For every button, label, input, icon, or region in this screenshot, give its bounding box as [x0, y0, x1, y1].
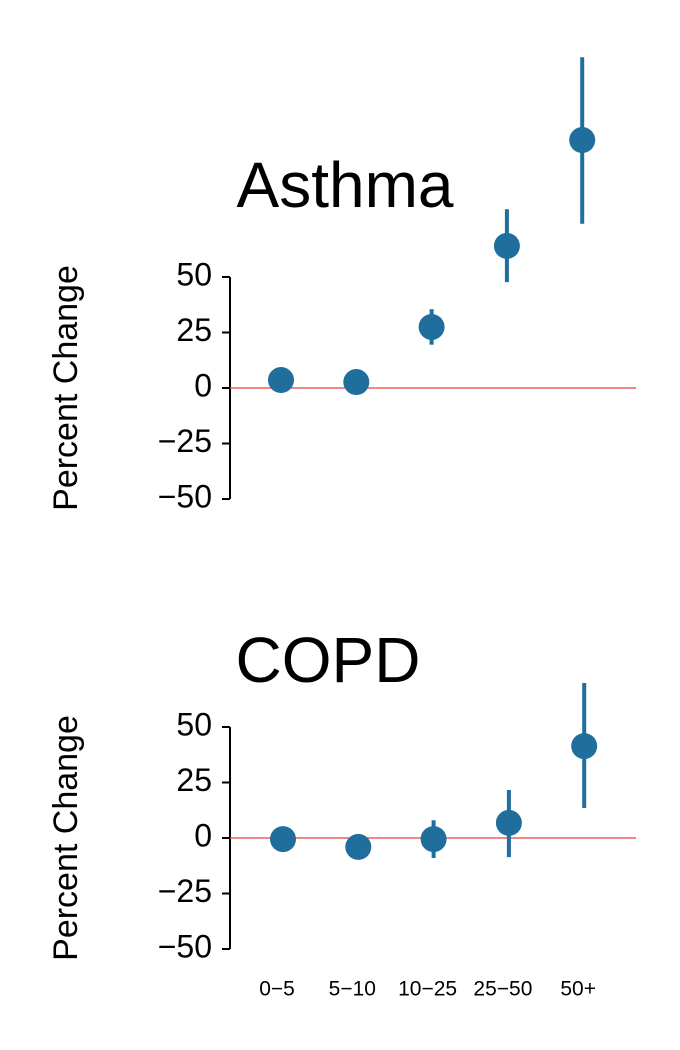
point [493, 232, 520, 259]
y-tick-label: −50 [158, 928, 212, 964]
y-tick-label: 0 [194, 817, 212, 853]
point [345, 833, 372, 860]
y-tick-label: 0 [194, 367, 212, 403]
point [495, 809, 522, 836]
point [571, 733, 598, 760]
y-tick-label: 50 [176, 256, 212, 292]
point [268, 367, 294, 394]
x-tick-label: 25−50 [473, 978, 532, 1001]
point [343, 369, 370, 396]
chart-title: Asthma [237, 149, 454, 221]
y-tick-label: −25 [158, 873, 212, 909]
y-tick-label: −50 [158, 478, 212, 514]
y-tick-label: 50 [176, 706, 212, 742]
x-tick-label: 0−5 [259, 978, 295, 1001]
point [418, 313, 445, 340]
y-tick-label: −25 [158, 423, 212, 459]
x-tick-label: 10−25 [398, 978, 457, 1001]
y-axis-label: Percent Change [47, 715, 85, 961]
chart-title: COPD [236, 624, 421, 696]
y-tick-label: 25 [176, 762, 212, 798]
y-axis-label: Percent Change [47, 265, 85, 511]
x-tick-label: 50+ [560, 978, 596, 1001]
y-tick-label: 25 [176, 312, 212, 348]
point [420, 826, 447, 853]
point [270, 826, 296, 853]
point [569, 127, 596, 154]
x-tick-label: 5−10 [329, 978, 376, 1001]
